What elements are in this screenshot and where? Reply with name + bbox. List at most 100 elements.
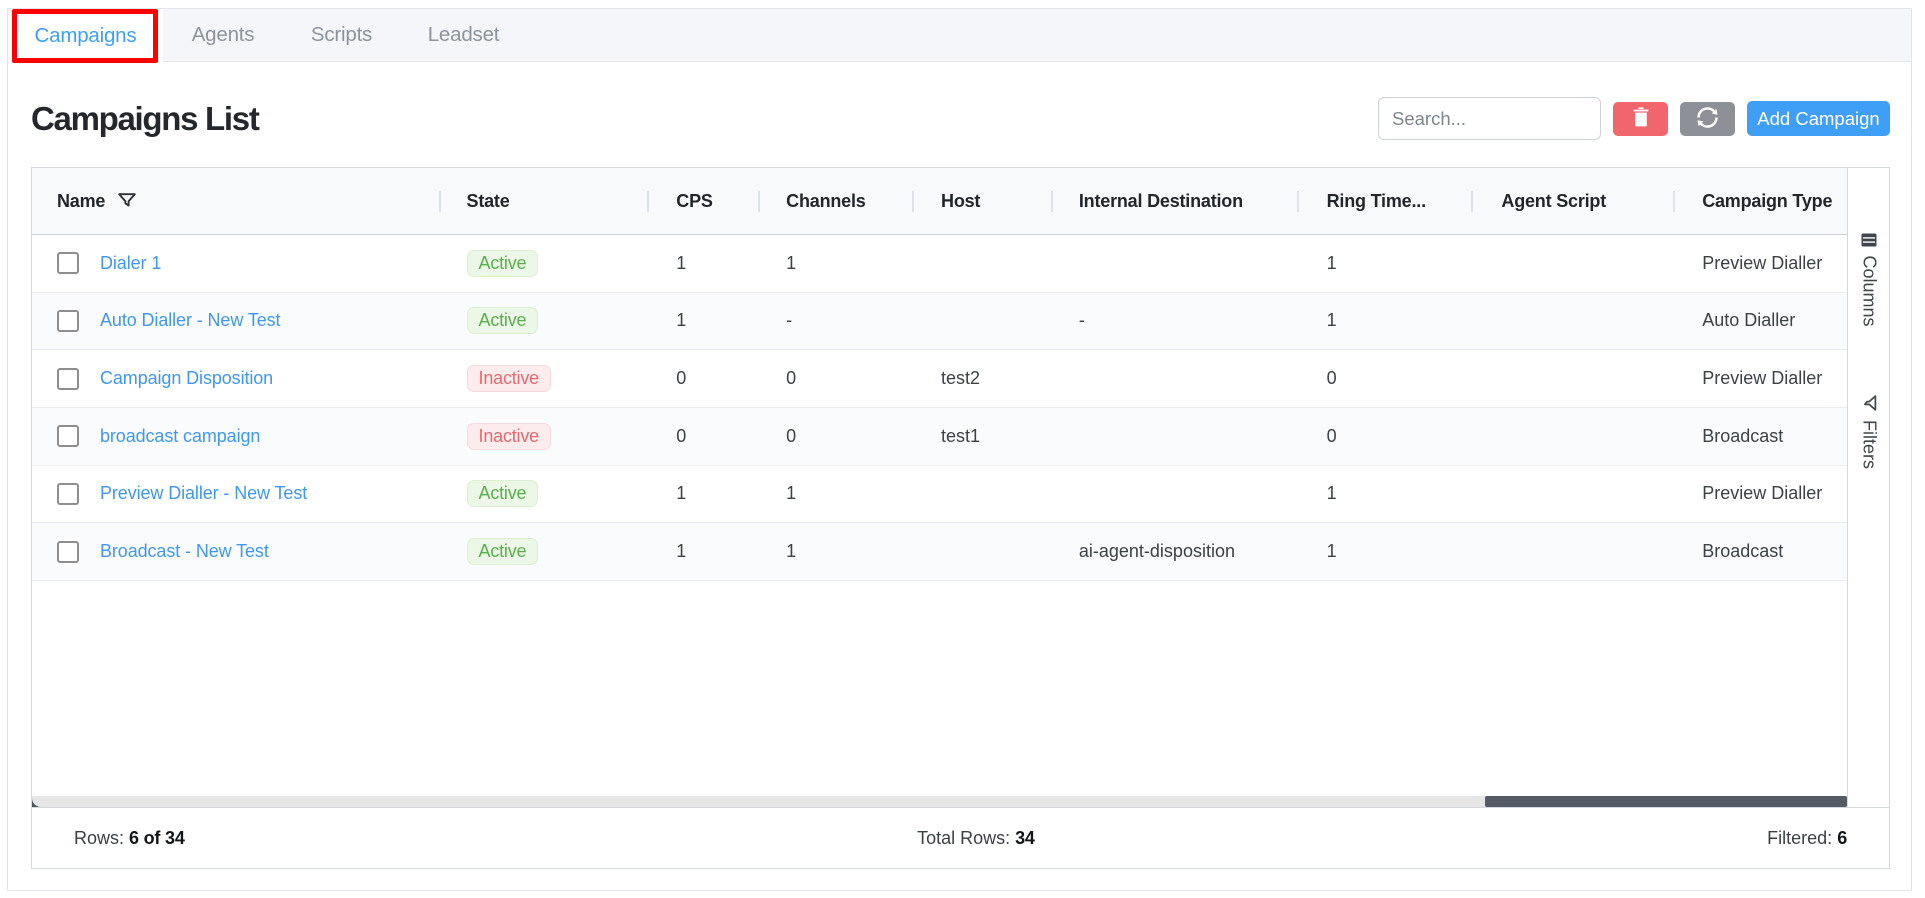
cell-channels: 1 [786,541,797,562]
rows-count: Rows: 6 of 34 [74,828,185,849]
cell-host [913,293,1052,350]
cell-cps: 0 [676,368,687,389]
main-content: Campaigns List [8,97,1911,869]
cell-campaign-type: Broadcast [1702,541,1784,562]
status-badge: Inactive [466,422,551,450]
campaign-link[interactable]: Dialer 1 [100,252,162,273]
tab-bar: Campaigns Agents Scripts Leadset [8,9,1911,63]
row-checkbox[interactable] [57,309,79,332]
cell-channels: 0 [786,425,797,446]
total-rows: Total Rows: 34 [917,828,1035,849]
trash-icon [1633,107,1649,130]
column-header-state[interactable]: State [438,168,649,234]
add-campaign-button[interactable]: Add Campaign [1747,101,1890,136]
cell-name: Preview Dialler - New Test [32,466,440,523]
cell-ring-time: 0 [1326,425,1337,446]
column-header-ring-time[interactable]: Ring Time... [1296,168,1473,234]
table-footer: Rows: 6 of 34 Total Rows: 34 Filtered: 6 [31,807,1890,869]
tab-agents[interactable]: Agents [163,9,283,61]
cell-host: test2 [941,368,981,389]
tab-agents-label: Agents [191,23,255,46]
cell-name: broadcast campaign [32,408,440,465]
table-row: broadcast campaign Inactive 0 0 test1 0 … [32,407,1847,466]
cell-internal-destination: ai-agent-disposition [1078,541,1235,562]
cell-state: Active [440,235,649,292]
campaign-link[interactable]: Broadcast - New Test [100,541,269,562]
cell-ring-time: 1 [1326,310,1337,331]
search-input[interactable] [1378,97,1601,140]
tab-campaigns[interactable]: Campaigns [8,9,163,63]
cell-internal-destination [1052,350,1298,407]
row-checkbox[interactable] [57,367,79,390]
name-filter-icon[interactable] [118,193,136,209]
delete-button[interactable] [1613,101,1668,136]
campaign-link[interactable]: Auto Dialler - New Test [100,310,281,331]
column-header-channels[interactable]: Channels [758,168,913,234]
app-window: Campaigns Agents Scripts Leadset Campaig… [7,8,1912,891]
status-badge: Active [466,538,539,566]
cell-channels: - [786,310,793,331]
filtered-count-label: Filtered: [1767,827,1833,848]
campaign-link[interactable]: Campaign Disposition [100,368,274,389]
cell-host [913,523,1052,580]
page-header: Campaigns List [31,97,1890,140]
cell-channels: 1 [786,483,797,504]
tab-scripts[interactable]: Scripts [283,9,400,61]
filtered-count: Filtered: 6 [1767,828,1847,849]
cell-agent-script [1472,408,1674,465]
table-row: Auto Dialler - New Test Active 1 - - 1 A… [32,292,1847,351]
campaign-link[interactable]: Preview Dialler - New Test [100,483,308,504]
cell-agent-script [1472,350,1674,407]
campaigns-table: Name State CPS Channels Host Internal De… [31,167,1848,807]
column-header-internal-destination[interactable]: Internal Destination [1050,168,1298,234]
tab-leadset[interactable]: Leadset [400,9,527,61]
status-badge: Active [466,307,539,335]
cell-agent-script [1472,235,1674,292]
column-header-campaign-type[interactable]: Campaign Type [1673,168,1847,234]
cell-agent-script [1472,466,1674,523]
cell-ring-time: 1 [1326,541,1337,562]
table-row: Broadcast - New Test Active 1 1 ai-agent… [32,523,1847,581]
row-checkbox[interactable] [57,425,79,448]
horizontal-scrollbar-thumb[interactable] [1485,796,1847,807]
cell-campaign-type: Preview Dialler [1702,252,1823,273]
side-panel-strip: Columns Filters [1848,167,1890,807]
table-row: Preview Dialler - New Test Active 1 1 1 … [32,465,1847,524]
row-checkbox[interactable] [57,540,79,563]
cell-channels: 0 [786,368,797,389]
campaigns-table-zone: Name State CPS Channels Host Internal De… [31,167,1890,807]
total-rows-value: 34 [1015,827,1035,848]
cell-campaign-type: Preview Dialler [1702,368,1823,389]
cell-campaign-type: Auto Dialler [1702,310,1796,331]
table-row: Campaign Disposition Inactive 0 0 test2 … [32,350,1847,408]
tab-scripts-label: Scripts [310,23,373,46]
status-badge: Inactive [466,365,551,393]
tab-campaigns-label: Campaigns [34,24,137,47]
row-checkbox[interactable] [57,252,79,275]
columns-icon [1861,233,1876,247]
cell-cps: 1 [676,483,687,504]
cell-state: Inactive [440,408,649,465]
cell-host [913,466,1052,523]
row-checkbox[interactable] [57,482,79,505]
cell-state: Active [440,466,649,523]
filters-panel-label: Filters [1859,420,1879,469]
refresh-button[interactable] [1680,101,1735,136]
column-header-host[interactable]: Host [912,168,1052,234]
cell-name: Dialer 1 [32,235,440,292]
columns-panel-toggle[interactable]: Columns [1858,233,1879,327]
cell-cps: 1 [676,310,687,331]
cell-channels: 1 [786,252,797,273]
column-header-agent-script[interactable]: Agent Script [1471,168,1674,234]
cell-ring-time: 0 [1326,368,1337,389]
campaign-link[interactable]: broadcast campaign [100,425,261,446]
columns-panel-label: Columns [1859,255,1879,327]
filters-panel-toggle[interactable]: Filters [1858,395,1879,469]
page-title: Campaigns List [31,99,260,137]
column-header-name[interactable]: Name [32,168,440,234]
column-header-cps[interactable]: CPS [647,168,759,234]
horizontal-scrollbar[interactable] [32,796,1847,807]
cell-name: Broadcast - New Test [32,523,440,580]
cell-internal-destination [1052,235,1298,292]
cell-name: Campaign Disposition [32,350,440,407]
